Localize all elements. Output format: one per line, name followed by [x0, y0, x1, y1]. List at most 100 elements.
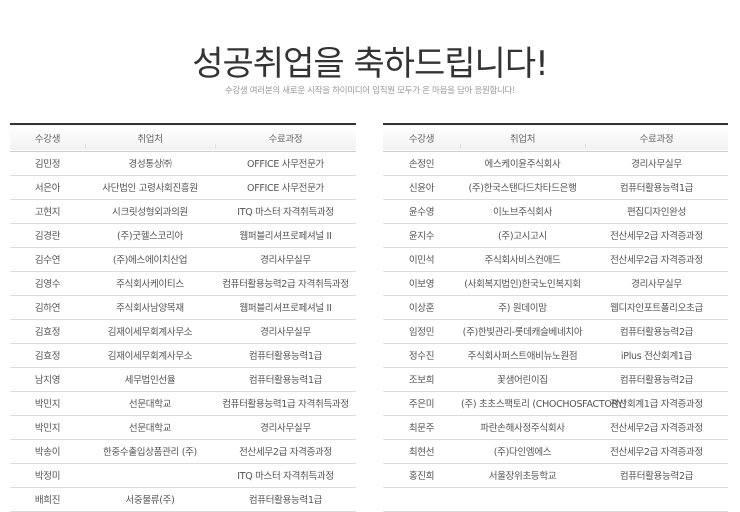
employer: (주)한국스탠다드차타드은행	[460, 175, 585, 200]
course: 경리사무실무	[215, 415, 356, 440]
student-name: 김하연	[10, 295, 85, 320]
employment-table-right: 수강생 취업처 수료과정 손정인 에스케이윤주식회사 경리사무실무 신윤아 (주)한국스…	[383, 123, 728, 512]
employer: (주)굿헬스코리아	[85, 223, 215, 248]
student-name: 홍진희	[383, 463, 460, 488]
employer: 세무법인선율	[85, 367, 215, 392]
student-name: 조보희	[383, 367, 460, 392]
course: 경리사무실무	[215, 319, 356, 344]
table-row: 정수진 주식회사퍼스트애비뉴노원점 iPlus 전산회계1급	[383, 343, 728, 368]
course: 경리사무실무	[215, 247, 356, 272]
table-row: 배희진 서중물류(주) 컴퓨터활용능력1급	[10, 487, 356, 512]
student-name: 김수연	[10, 247, 85, 272]
employer: 서중물류(주)	[85, 487, 215, 512]
employer: 한중수출입상품관리 (주)	[85, 439, 215, 464]
employer: 선문대학교	[85, 391, 215, 416]
table-row: 홍진희 서울장위초등학교 컴퓨터활용능력2급	[383, 463, 728, 488]
employer: 파란손해사정주식회사	[460, 415, 585, 440]
page-subtitle: 수강생 여러분의 새로운 시작을 하이미디어 임직원 모두가 온 마음을 담아 …	[224, 86, 516, 96]
table-row: 김수연 (주)에스에이치산업 경리사무실무	[10, 247, 356, 272]
table-row: 고현지 시크릿성형외과의원 ITQ 마스터 자격취득과정	[10, 199, 356, 224]
course	[585, 487, 728, 512]
employer: 시크릿성형외과의원	[85, 199, 215, 224]
course: 전산회계1급 자격증과정	[585, 391, 728, 416]
course: 컴퓨터활용능력1급	[215, 487, 356, 512]
course: 웹퍼블리셔프로페셔널 II	[215, 223, 356, 248]
table-row: 윤수영 이노브주식회사 편집디자인완성	[383, 199, 728, 224]
course: 컴퓨터활용능력2급	[585, 367, 728, 392]
student-name: 고현지	[10, 199, 85, 224]
student-name: 김효정	[10, 319, 85, 344]
course: 전산세무2급 자격증과정	[585, 223, 728, 248]
employer: 김재이세무회계사무소	[85, 319, 215, 344]
employer: 서울장위초등학교	[460, 463, 585, 488]
student-name: 김경란	[10, 223, 85, 248]
course: OFFICE 사무전문가	[215, 175, 356, 200]
table-row: 최문주 파란손해사정주식회사 전산세무2급 자격증과정	[383, 415, 728, 440]
table-row: 박정미 ITQ 마스터 자격취득과정	[10, 463, 356, 488]
student-name: 윤지수	[383, 223, 460, 248]
course: 웹디자인포트폴리오초급	[585, 295, 728, 320]
course: ITQ 마스터 자격취득과정	[215, 463, 356, 488]
table-row: 주은미 (주) 초초스팩토리 (CHOCHOSFACTORY) 전산회계1급 자격증…	[383, 391, 728, 416]
student-name: 주은미	[383, 391, 460, 416]
employer: 꽃샘어린이집	[460, 367, 585, 392]
table-header: 수강생 취업처 수료과정	[10, 124, 356, 151]
employer: 사단법인 고령사회진흥원	[85, 175, 215, 200]
course: 전산세무2급 자격증과정	[585, 247, 728, 272]
student-name: 남지영	[10, 367, 85, 392]
employer: (주)고시고시	[460, 223, 585, 248]
student-name: 이보영	[383, 271, 460, 296]
student-name: 이상훈	[383, 295, 460, 320]
table-row: 김효정 김재이세무회계사무소 컴퓨터활용능력1급	[10, 343, 356, 368]
table-row: 박민지 선문대학교 컴퓨터활용능력1급 자격취득과정	[10, 391, 356, 416]
table-row: 김효정 김재이세무회계사무소 경리사무실무	[10, 319, 356, 344]
employer: 주식회사남양목재	[85, 295, 215, 320]
course: 경리사무실무	[585, 151, 728, 176]
student-name: 박송이	[10, 439, 85, 464]
table-row: 박민지 선문대학교 경리사무실무	[10, 415, 356, 440]
employer: 이노브주식회사	[460, 199, 585, 224]
table-row: 손정인 에스케이윤주식회사 경리사무실무	[383, 151, 728, 176]
course: 컴퓨터활용능력1급 자격취득과정	[215, 391, 356, 416]
student-name: 박민지	[10, 415, 85, 440]
employment-table-left: 수강생 취업처 수료과정 김민정 경성통상㈜ OFFICE 사무전문가 서은아 사단법인…	[10, 123, 356, 512]
table-row: 임정민 (주)한빛관리-롯데캐슬베네치아 컴퓨터활용능력2급	[383, 319, 728, 344]
employer: (주) 초초스팩토리 (CHOCHOSFACTORY)	[460, 391, 626, 416]
course: 컴퓨터활용능력2급 자격취득과정	[215, 271, 356, 296]
student-name: 정수진	[383, 343, 460, 368]
table-row	[383, 487, 728, 512]
employer: 경성통상㈜	[85, 151, 215, 176]
student-name: 김민정	[10, 151, 85, 176]
employer: (주)에스에이치산업	[85, 247, 215, 272]
student-name: 윤수영	[383, 199, 460, 224]
table-row: 조보희 꽃샘어린이집 컴퓨터활용능력2급	[383, 367, 728, 392]
employer: 주식회사케이티스	[85, 271, 215, 296]
student-name: 최현선	[383, 439, 460, 464]
table-row: 박송이 한중수출입상품관리 (주) 전산세무2급 자격증과정	[10, 439, 356, 464]
table-row: 김민정 경성통상㈜ OFFICE 사무전문가	[10, 151, 356, 176]
table-row: 김하연 주식회사남양목재 웹퍼블리셔프로페셔널 II	[10, 295, 356, 320]
employer: 주) 원데이맘	[460, 295, 585, 320]
table-row: 김경란 (주)굿헬스코리아 웹퍼블리셔프로페셔널 II	[10, 223, 356, 248]
student-name: 신윤아	[383, 175, 460, 200]
student-name: 박정미	[10, 463, 85, 488]
employer	[460, 487, 585, 512]
header-student: 수강생	[408, 133, 435, 145]
header-employer: 취업처	[460, 124, 585, 151]
course: 편집디자인완성	[585, 199, 728, 224]
page-title: 성공취업을 축하드립니다!	[192, 44, 549, 84]
student-name: 김효정	[10, 343, 85, 368]
student-name	[383, 487, 460, 512]
course: OFFICE 사무전문가	[215, 151, 356, 176]
header-employer: 취업처	[85, 124, 215, 151]
student-name: 배희진	[10, 487, 85, 512]
table-row: 이보영 (사회복지법인)한국노인복지회 경리사무실무	[383, 271, 728, 296]
course: 컴퓨터활용능력1급	[215, 367, 356, 392]
employer: 에스케이윤주식회사	[460, 151, 585, 176]
course: iPlus 전산회계1급	[585, 343, 728, 368]
table-row: 최현선 (주)다인엠에스 전산세무2급 자격증과정	[383, 439, 728, 464]
student-name: 김영수	[10, 271, 85, 296]
course: 컴퓨터활용능력1급	[215, 343, 356, 368]
course: ITQ 마스터 자격취득과정	[215, 199, 356, 224]
employer: 주식회사비스컨애드	[460, 247, 585, 272]
